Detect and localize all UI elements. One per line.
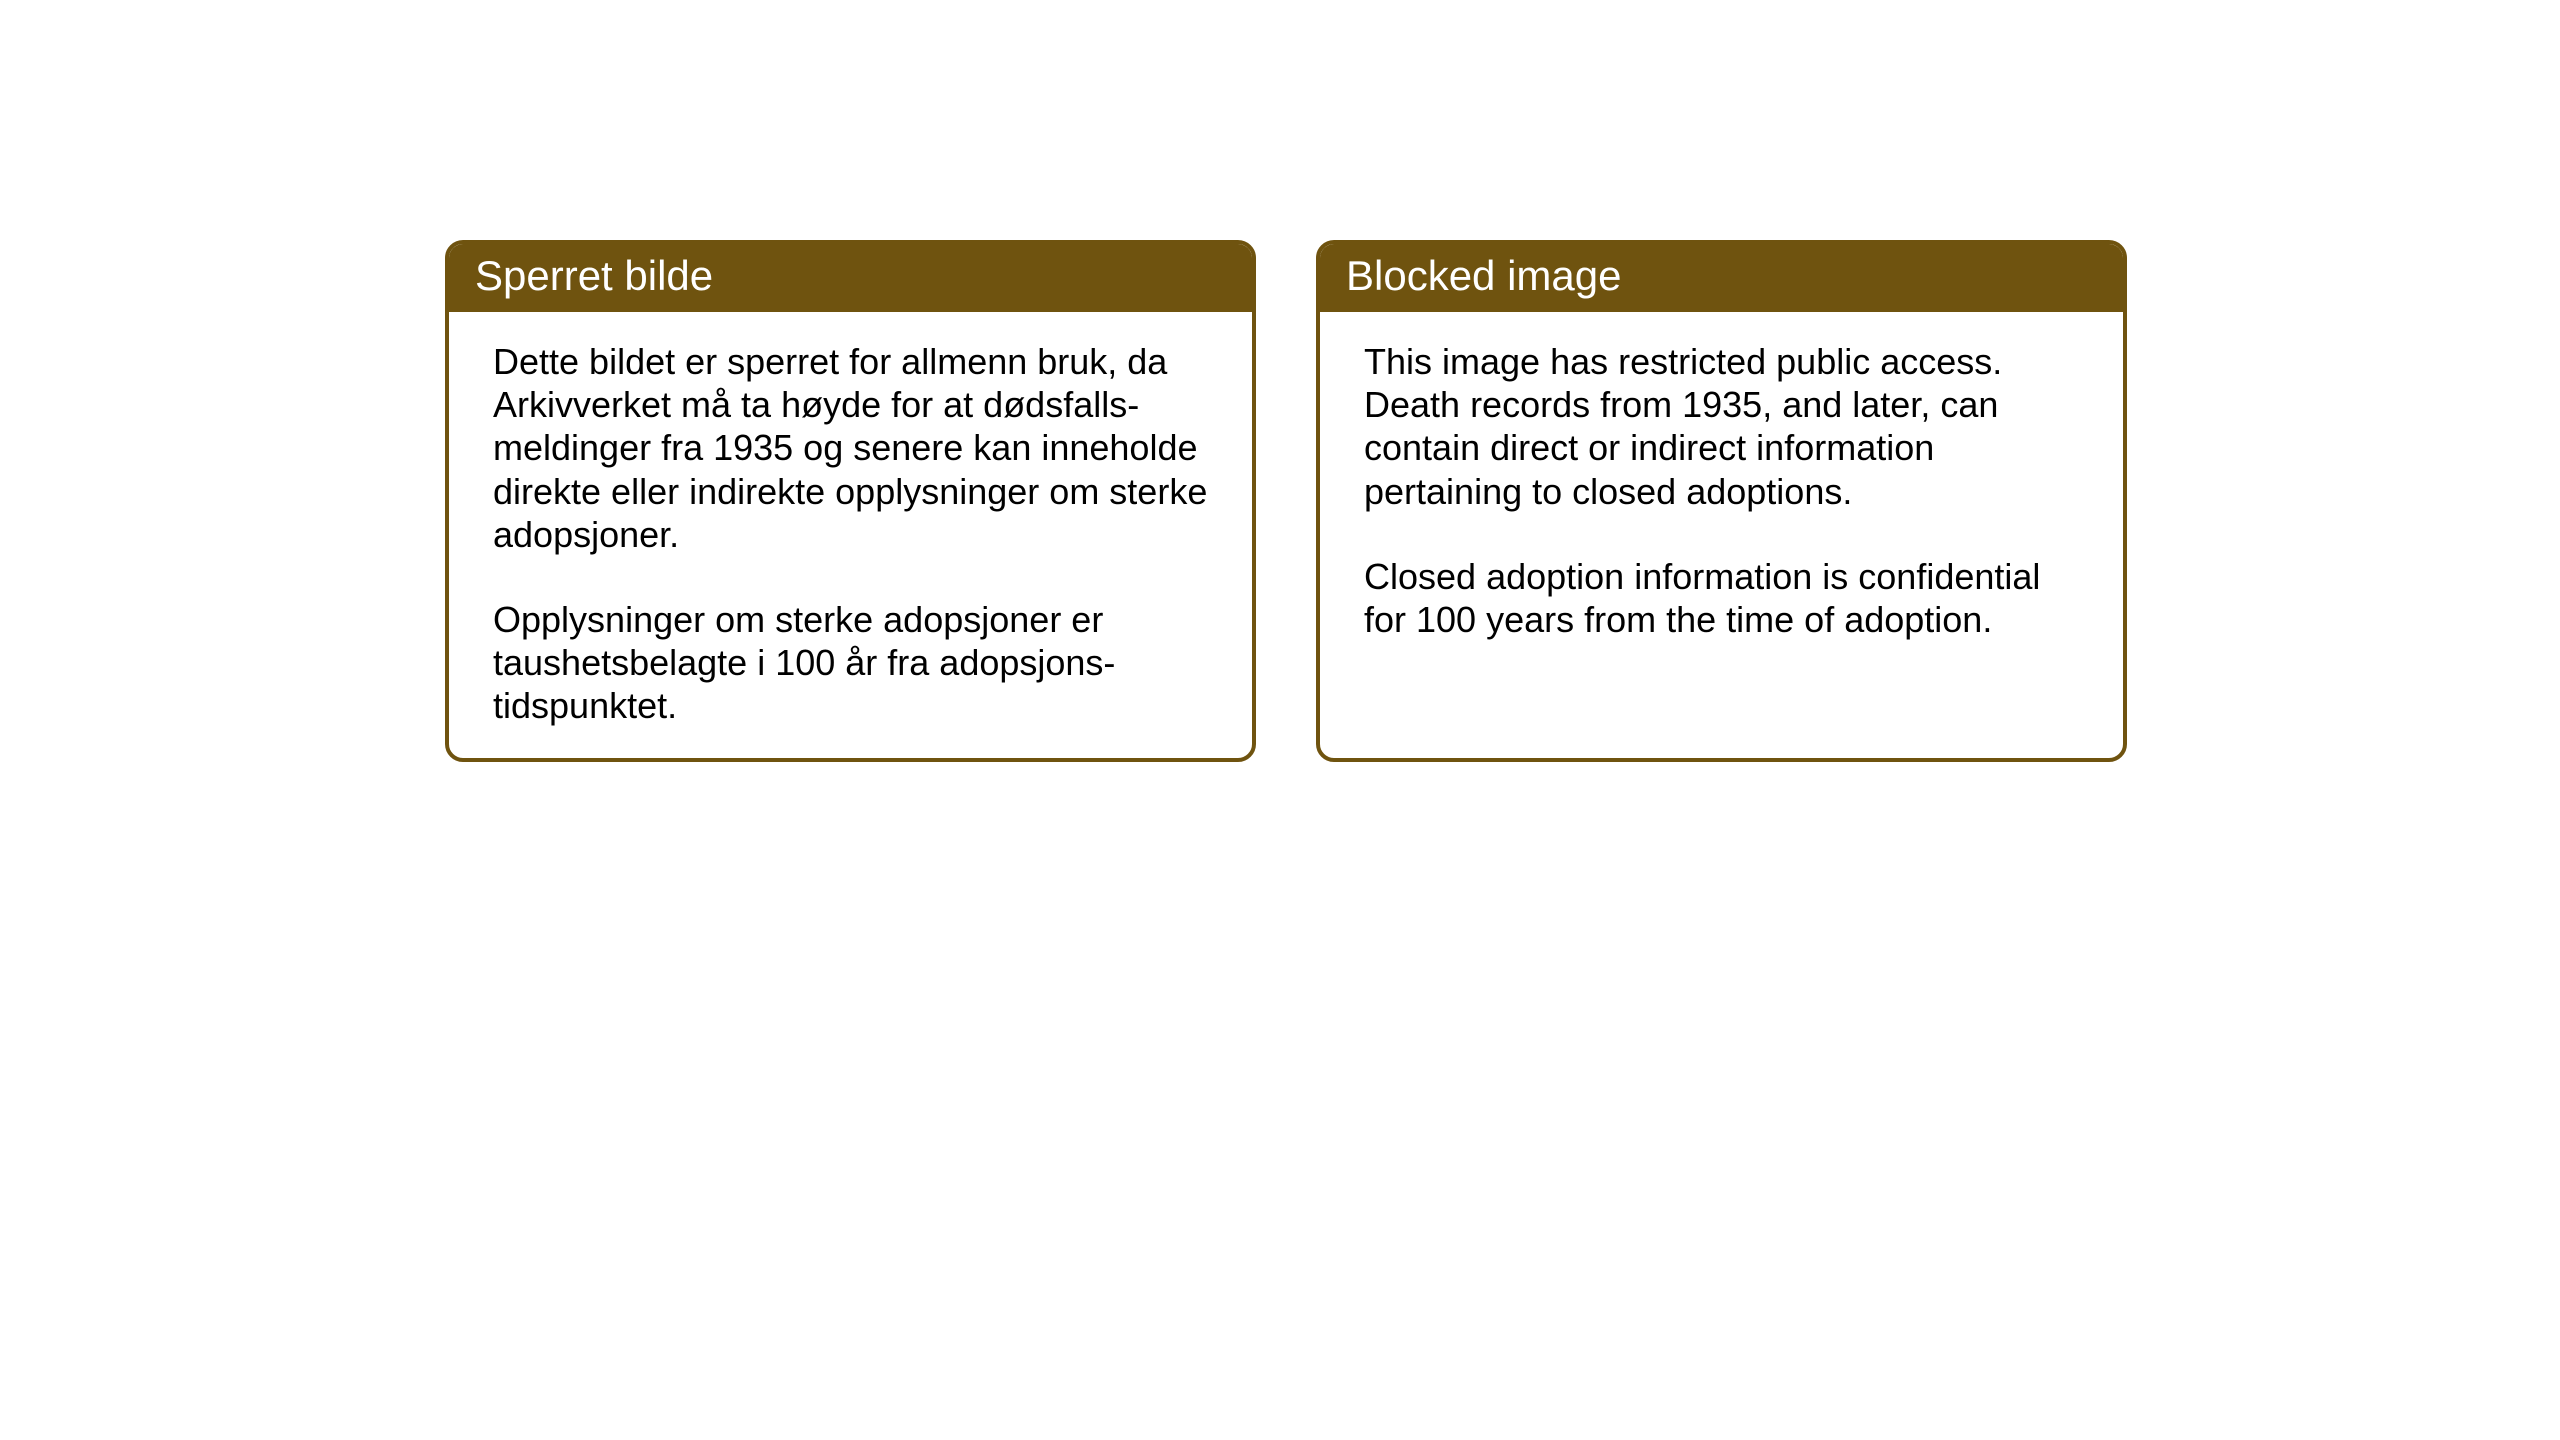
card-paragraph-1-english: This image has restricted public access.… [1364, 340, 2079, 513]
card-paragraph-2-english: Closed adoption information is confident… [1364, 555, 2079, 641]
blocked-image-notice-container: Sperret bilde Dette bildet er sperret fo… [445, 240, 2127, 762]
card-header-norwegian: Sperret bilde [449, 244, 1252, 312]
card-title-norwegian: Sperret bilde [475, 252, 1226, 300]
card-paragraph-1-norwegian: Dette bildet er sperret for allmenn bruk… [493, 340, 1208, 556]
card-header-english: Blocked image [1320, 244, 2123, 312]
blocked-image-card-english: Blocked image This image has restricted … [1316, 240, 2127, 762]
card-title-english: Blocked image [1346, 252, 2097, 300]
card-body-english: This image has restricted public access.… [1320, 312, 2123, 752]
card-paragraph-2-norwegian: Opplysninger om sterke adopsjoner er tau… [493, 598, 1208, 728]
card-body-norwegian: Dette bildet er sperret for allmenn bruk… [449, 312, 1252, 758]
blocked-image-card-norwegian: Sperret bilde Dette bildet er sperret fo… [445, 240, 1256, 762]
